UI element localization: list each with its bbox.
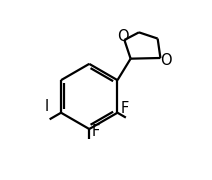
Text: O: O: [117, 29, 128, 44]
Text: I: I: [45, 99, 49, 114]
Text: F: F: [121, 101, 129, 116]
Text: O: O: [160, 53, 172, 68]
Text: F: F: [92, 124, 100, 139]
